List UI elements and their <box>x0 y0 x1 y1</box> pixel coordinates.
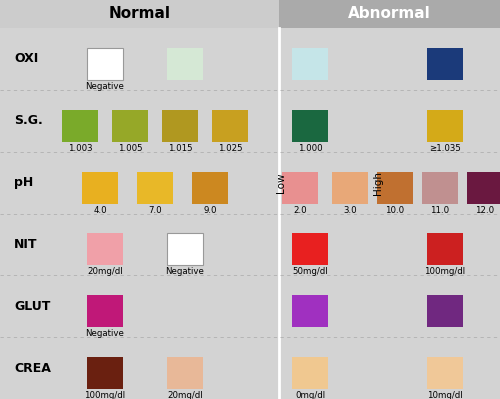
Text: 11.0: 11.0 <box>430 205 450 215</box>
Bar <box>62 110 98 142</box>
Text: 1.003: 1.003 <box>68 144 92 153</box>
Bar <box>292 48 328 80</box>
Text: 20mg/dl: 20mg/dl <box>87 267 123 277</box>
Text: 20mg/dl: 20mg/dl <box>167 391 203 399</box>
Text: 0mg/dl: 0mg/dl <box>295 391 325 399</box>
Text: Normal: Normal <box>108 6 170 22</box>
Text: 1.025: 1.025 <box>218 144 242 153</box>
Text: Negative: Negative <box>86 329 124 338</box>
Bar <box>167 357 203 389</box>
Bar <box>332 172 368 203</box>
Text: Negative: Negative <box>86 82 124 91</box>
Bar <box>192 172 228 203</box>
Bar <box>292 295 328 327</box>
Text: 2.0: 2.0 <box>293 205 307 215</box>
Bar <box>87 357 123 389</box>
Bar <box>422 172 458 203</box>
Text: Negative: Negative <box>166 267 204 277</box>
Text: 50mg/dl: 50mg/dl <box>292 267 328 277</box>
Bar <box>87 48 123 80</box>
Text: NIT: NIT <box>14 238 38 251</box>
Text: Low: Low <box>276 172 286 193</box>
Bar <box>167 48 203 80</box>
Bar <box>427 357 463 389</box>
Text: 4.0: 4.0 <box>93 205 107 215</box>
Text: 3.0: 3.0 <box>343 205 357 215</box>
Text: CREA: CREA <box>14 361 51 375</box>
Bar <box>292 233 328 265</box>
Bar <box>112 110 148 142</box>
Bar <box>427 233 463 265</box>
Bar <box>292 110 328 142</box>
Bar <box>87 233 123 265</box>
Bar <box>292 357 328 389</box>
Bar <box>0 0 279 28</box>
Text: 9.0: 9.0 <box>203 205 217 215</box>
Bar <box>87 295 123 327</box>
Text: 10.0: 10.0 <box>386 205 404 215</box>
Text: ≥1.035: ≥1.035 <box>429 144 461 153</box>
Text: 12.0: 12.0 <box>476 205 494 215</box>
Bar <box>279 0 500 28</box>
Text: Abnormal: Abnormal <box>348 6 431 22</box>
Bar <box>427 110 463 142</box>
Bar <box>162 110 198 142</box>
Text: 1.000: 1.000 <box>298 144 322 153</box>
Text: pH: pH <box>14 176 33 189</box>
Bar <box>427 295 463 327</box>
Text: 1.005: 1.005 <box>118 144 142 153</box>
Text: GLUT: GLUT <box>14 300 51 313</box>
Text: 7.0: 7.0 <box>148 205 162 215</box>
Bar <box>427 48 463 80</box>
Bar <box>377 172 413 203</box>
Text: OXI: OXI <box>14 52 38 65</box>
Bar <box>167 233 203 265</box>
Text: S.G.: S.G. <box>14 114 43 127</box>
Bar <box>282 172 318 203</box>
Text: 100mg/dl: 100mg/dl <box>84 391 126 399</box>
Bar <box>212 110 248 142</box>
Text: 1.015: 1.015 <box>168 144 192 153</box>
Text: 100mg/dl: 100mg/dl <box>424 267 466 277</box>
Bar <box>82 172 118 203</box>
Text: High: High <box>372 171 382 195</box>
Bar <box>137 172 173 203</box>
Bar <box>467 172 500 203</box>
Text: 10mg/dl: 10mg/dl <box>427 391 463 399</box>
